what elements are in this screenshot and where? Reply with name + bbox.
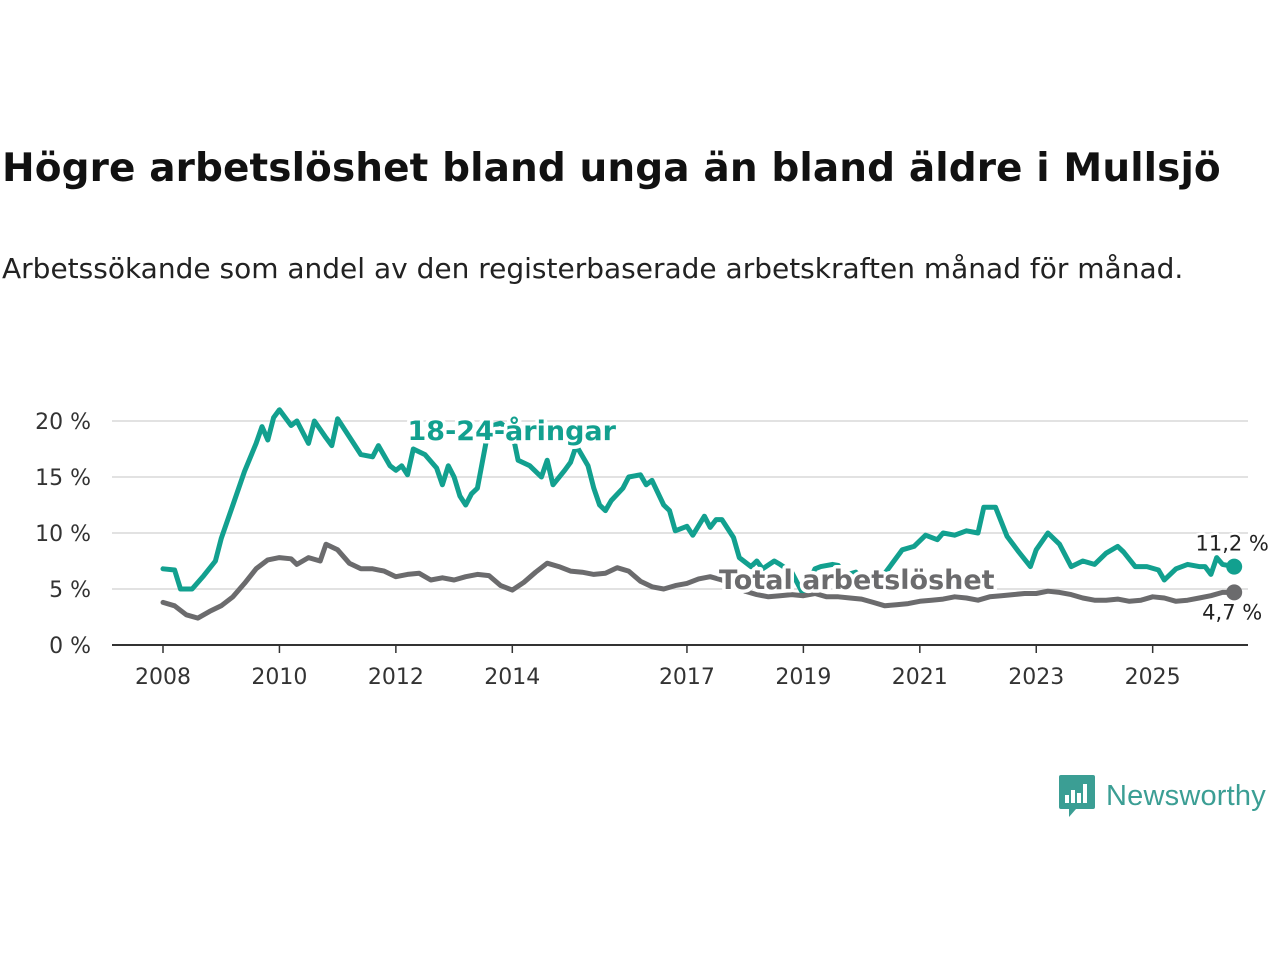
x-tick-label: 2025 [1125,665,1181,690]
x-tick-label: 2017 [659,665,715,690]
series-name-halo: Total arbetslöshet [719,565,995,596]
series-name-label: Total arbetslöshet [719,565,995,596]
x-tick-label: 2010 [251,665,307,690]
series-line-18-24-åringar [160,407,1237,598]
series-end-marker-18-24-åringar [1226,558,1243,575]
y-tick-label: 15 % [35,466,91,491]
x-tick-label: 2012 [368,665,424,690]
newsworthy-logo: Newsworthy [1058,772,1266,820]
end-value-halo: 11,2 % [1195,532,1268,556]
y-tick-label: 0 % [49,634,91,659]
series-name-halo: 18-24-åringar [408,415,617,447]
series-name-label: 18-24-åringar [408,415,617,447]
newsworthy-bar-chart-icon [1059,775,1095,817]
x-tick-label: 2023 [1008,665,1064,690]
series-end-marker-total-arbetslöshet [1226,584,1243,601]
y-tick-label: 20 % [35,410,91,435]
y-axis-ticks: 0 % 5 % 10 % 15 % 20 % [35,410,91,659]
y-tick-label: 5 % [49,578,91,603]
end-value-label: 11,2 % [1195,532,1268,556]
end-value-halo: 4,7 % [1202,600,1262,624]
y-tick-label: 10 % [35,522,91,547]
series-lines [160,407,1243,621]
brand-name: Newsworthy [1106,779,1266,812]
x-tick-label: 2008 [135,665,191,690]
series-line-total-arbetslöshet [160,541,1237,621]
gridlines [112,420,1248,590]
chart-title: Högre arbetslöshet bland unga än bland ä… [2,146,1221,191]
end-value-label: 4,7 % [1202,600,1262,624]
x-axis: 2008 2010 2012 2014 2017 2019 2021 2023 2025 [112,644,1248,690]
chart-subtitle: Arbetssökande som andel av den registerb… [2,252,1184,285]
x-tick-label: 2014 [484,665,540,690]
x-tick-label: 2019 [775,665,831,690]
x-tick-label: 2021 [892,665,948,690]
